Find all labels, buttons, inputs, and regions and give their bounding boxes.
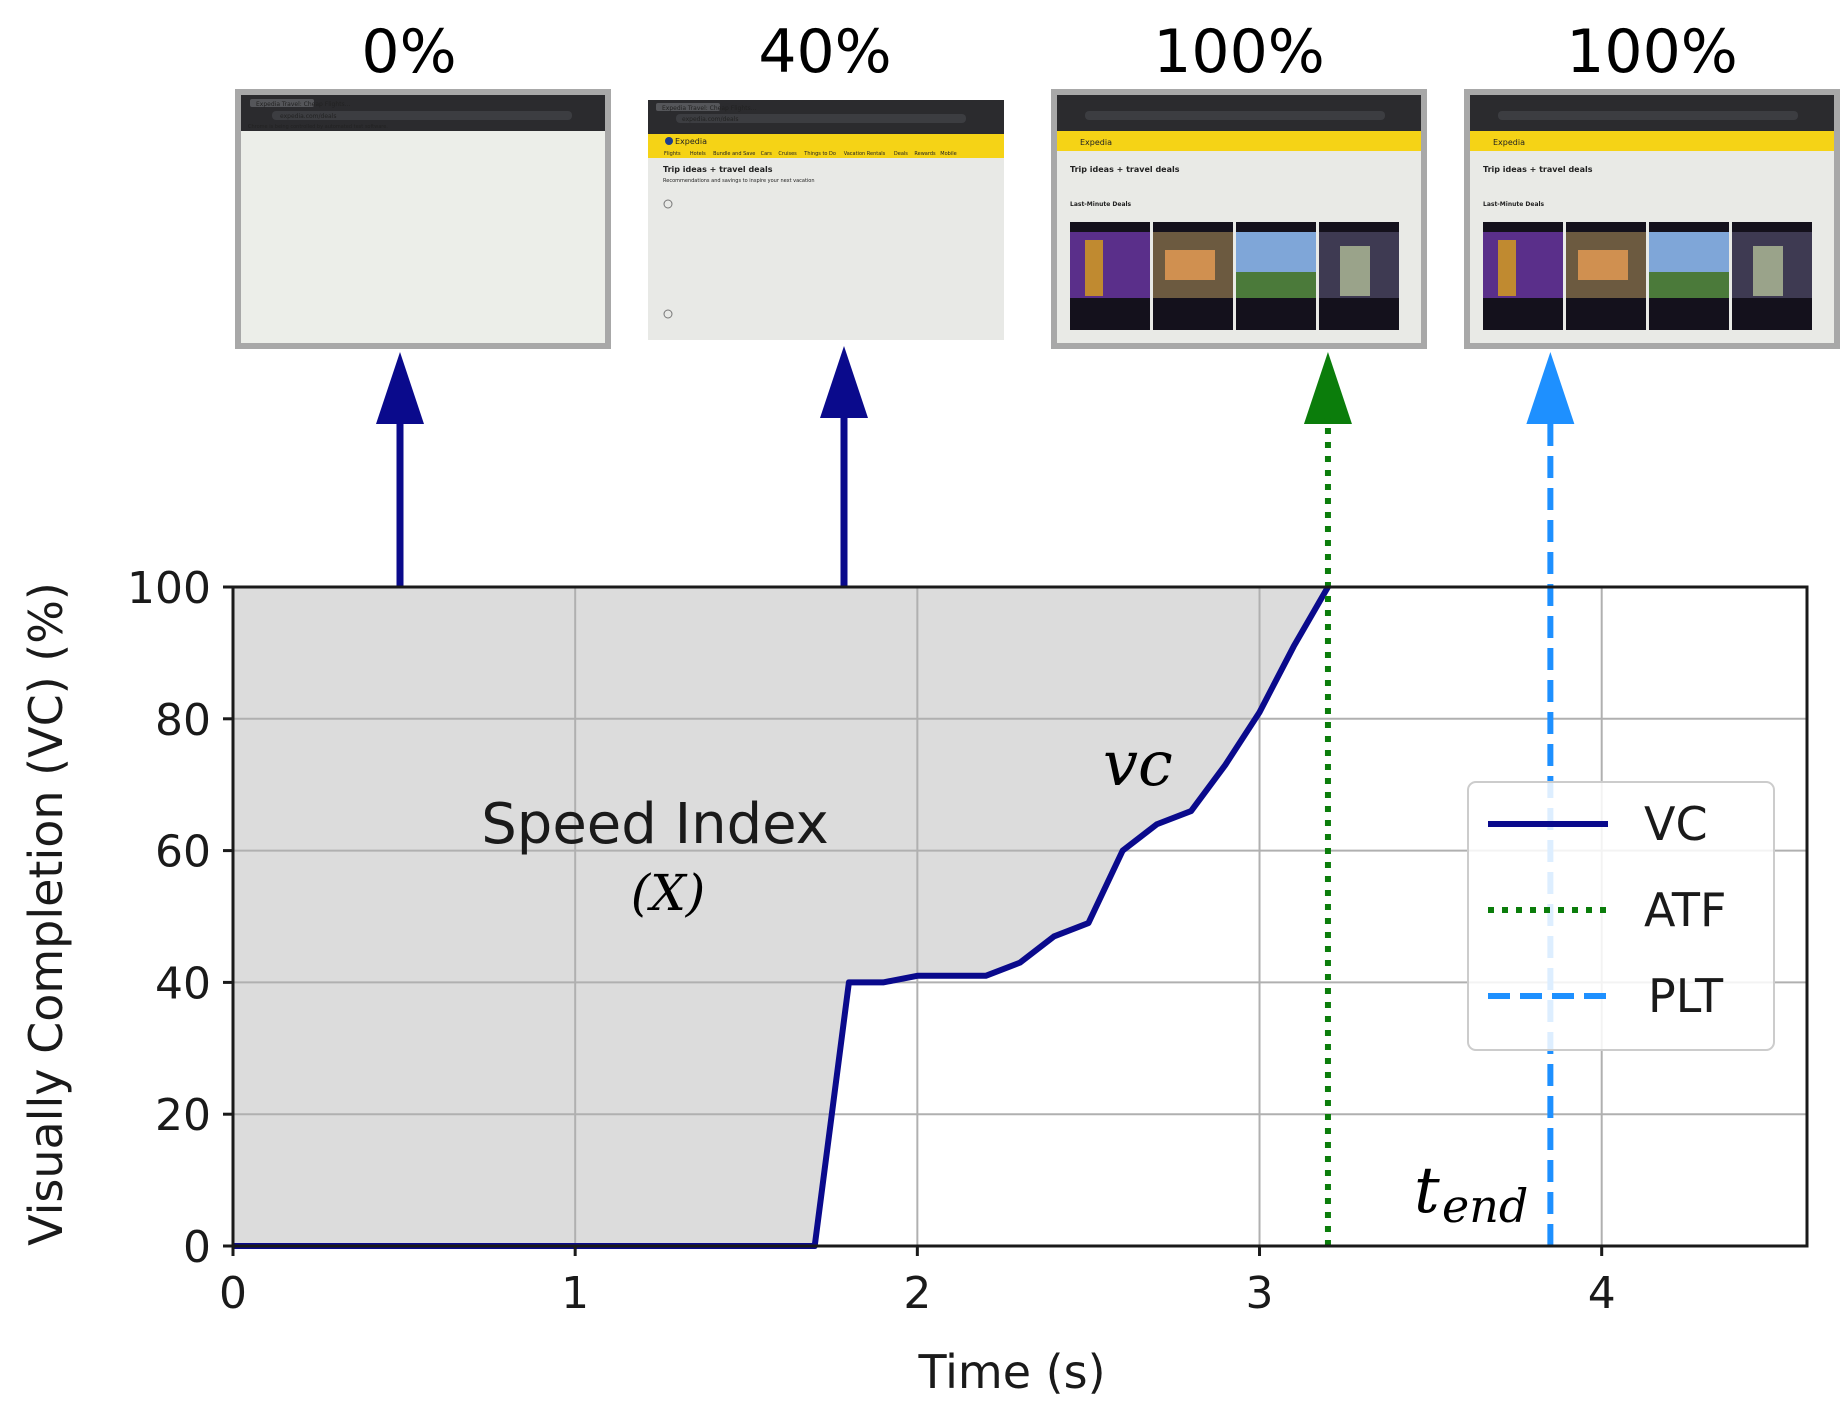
- vc-chart: 0 1 2 3 4 0 20 40 60 80 100 Time (s) Visually Com…: [19, 346, 1809, 1399]
- browser-tab-title: Expedia Travel: Cheap Flights...: [256, 101, 350, 108]
- arrow-head-icon: [1526, 352, 1575, 424]
- x-tick-label: 4: [1588, 1268, 1616, 1319]
- nav-item: Vacation Rentals: [844, 151, 886, 157]
- y-axis-label: Visually Completion (VC) (%): [19, 582, 73, 1246]
- deal-cards: [1483, 222, 1812, 330]
- y-tick-label: 20: [155, 1090, 211, 1141]
- legend-vc-label: VC: [1644, 797, 1708, 851]
- deal-cards: [1070, 222, 1399, 330]
- y-tick-label: 0: [183, 1222, 211, 1273]
- nav-item: Rewards: [914, 151, 936, 157]
- nav-item: Hotels: [690, 151, 706, 157]
- thumbnail-2: 100% Expedia Trip ideas + travel deals L…: [1051, 17, 1427, 349]
- y-tick-label: 60: [155, 827, 211, 878]
- loading-spinner-icon: [663, 199, 673, 209]
- nav-item: Mobile: [940, 151, 956, 157]
- nav-item: Flights: [664, 151, 681, 157]
- nav-item: Cruises: [778, 151, 797, 157]
- page-heading: Trip ideas + travel deals: [1483, 165, 1593, 174]
- y-tick-label: 40: [155, 958, 211, 1009]
- page-subheading: Recommendations and savings to inspire y…: [663, 178, 815, 184]
- legend: VC ATF PLT: [1467, 781, 1775, 1051]
- speed-index-label: Speed Index: [481, 792, 829, 857]
- nav-item: Bundle and Save: [713, 151, 755, 157]
- vc-series-line: [233, 585, 1331, 1249]
- legend-box: [1467, 781, 1775, 1051]
- speed-index-shaded-area: [233, 587, 1328, 1246]
- speed-index-symbol: (X): [631, 864, 706, 922]
- x-tick-label: 3: [1246, 1268, 1274, 1319]
- plot-frame: [231, 585, 1809, 1248]
- x-axis-ticks: 0 1 2 3 4: [219, 1246, 1616, 1319]
- page-heading: Trip ideas + travel deals: [1070, 165, 1180, 174]
- arrow-head-icon: [820, 346, 868, 418]
- x-tick-label: 0: [219, 1268, 247, 1319]
- thumbnail-0: 0% Expedia Travel: Cheap Flights... expe…: [235, 17, 611, 349]
- section-heading: Last-Minute Deals: [1483, 201, 1545, 208]
- t-end-subscript: end: [1442, 1179, 1528, 1233]
- thumbnail-percent-label: 100%: [1153, 17, 1325, 87]
- x-tick-label: 1: [561, 1268, 589, 1319]
- nav-bar: Flights Hotels Bundle and Save Cars Cruises T…: [664, 151, 957, 157]
- thumbnail-percent-label: 100%: [1566, 17, 1738, 87]
- y-tick-label: 80: [155, 695, 211, 746]
- nav-item: Things to Do: [803, 151, 836, 157]
- nav-item: Deals: [894, 151, 908, 157]
- address-bar: expedia.com/deals: [280, 113, 337, 120]
- expedia-header: [648, 134, 1004, 158]
- brand-name: Expedia: [1493, 138, 1525, 147]
- thumbnail-1: 40% Expedia Travel: Cheap Flights... exp…: [648, 17, 1004, 340]
- expedia-header: [1470, 131, 1834, 151]
- thumbnail-percent-label: 0%: [361, 17, 456, 87]
- brand-name: Expedia: [1080, 138, 1112, 147]
- blank-page: [241, 131, 605, 343]
- x-axis-label: Time (s): [917, 1345, 1105, 1399]
- automation-infobar: Chrome is being controlled by automated …: [248, 124, 388, 130]
- thumbnail-arrows: [376, 346, 1575, 587]
- y-axis-ticks: 0 20 40 60 80 100: [127, 563, 233, 1273]
- expedia-logo-icon: [665, 137, 673, 145]
- section-heading: Last-Minute Deals: [1070, 201, 1132, 208]
- t-end-label: t end: [1414, 1154, 1528, 1233]
- legend-plt-label: PLT: [1648, 969, 1724, 1023]
- arrow-head-icon: [376, 352, 424, 424]
- browser-tab-title: Expedia Travel: Cheap Flights...: [662, 105, 756, 112]
- nav-item: Cars: [761, 151, 773, 157]
- y-tick-label: 100: [127, 563, 211, 614]
- loading-spinner-icon: [663, 309, 673, 319]
- page-heading: Trip ideas + travel deals: [663, 165, 773, 174]
- arrow-head-icon: [1303, 352, 1352, 424]
- thumbnail-3: 100% Expedia Trip ideas + travel deals L…: [1464, 17, 1840, 349]
- thumbnail-percent-label: 40%: [758, 17, 891, 87]
- t-end-base: t: [1414, 1154, 1440, 1228]
- vc-curve-label: vc: [1103, 727, 1173, 800]
- x-tick-label: 2: [903, 1268, 931, 1319]
- brand-name: Expedia: [675, 137, 707, 146]
- address-bar: expedia.com/deals: [682, 116, 739, 123]
- expedia-header: [1057, 131, 1421, 151]
- legend-atf-label: ATF: [1644, 883, 1726, 937]
